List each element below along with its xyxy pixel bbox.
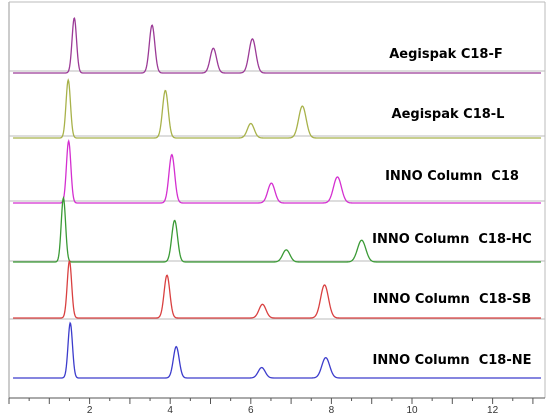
series-line [13, 139, 541, 204]
traces [13, 17, 541, 379]
x-tick-label: 2 [87, 405, 93, 416]
series-line [13, 78, 541, 139]
x-tick-label: 12 [487, 405, 499, 416]
series-line [13, 321, 541, 379]
series-line [13, 260, 541, 319]
series-line [13, 195, 541, 263]
series-label: Aegispak C18-F [389, 47, 503, 62]
x-tick-label: 8 [329, 405, 335, 416]
series-label: INNO Column C18-NE [373, 353, 532, 368]
x-tick-label: 10 [406, 405, 418, 416]
x-tick-label: 6 [248, 405, 254, 416]
x-tick-label: 4 [167, 405, 173, 416]
series-label: INNO Column C18 [385, 169, 519, 184]
series-labels: Aegispak C18-F Aegispak C18-L INNO Column … [372, 47, 532, 368]
x-axis: 2 4 6 8 10 12 [8, 397, 545, 416]
series-label: Aegispak C18-L [392, 107, 505, 122]
series-label: INNO Column C18-SB [373, 292, 532, 307]
series-line [13, 17, 541, 74]
series-label: INNO Column C18-HC [372, 232, 532, 247]
